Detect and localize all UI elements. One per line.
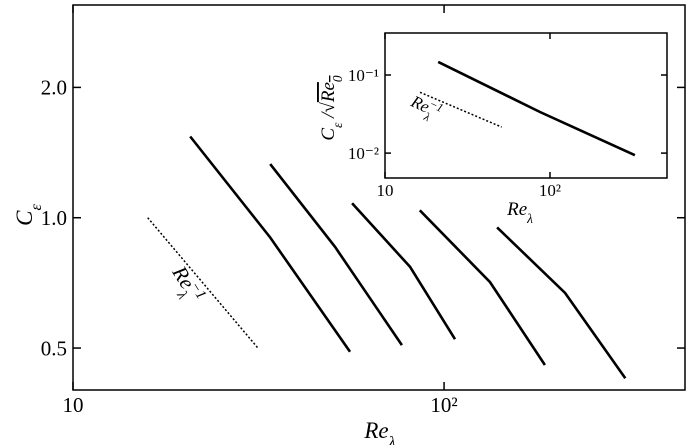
y-tick-label: 1.0 [41, 206, 67, 230]
x-axis-label-part: Re [363, 418, 388, 443]
y-axis-label-part: 0 [330, 75, 345, 82]
y-axis-label-part: ε [28, 204, 45, 211]
y-tick-label: 10⁻¹ [348, 66, 379, 85]
data-line [496, 226, 627, 379]
data-line [418, 209, 546, 366]
y-axis-label: Cε /√Re0 [318, 75, 345, 140]
y-axis-label-part: Re [318, 82, 339, 103]
data-line [147, 217, 259, 349]
x-axis-label-part: Re [506, 199, 527, 220]
x-tick-label: 10² [539, 181, 561, 200]
x-axis-label: Reλ [506, 199, 533, 226]
data-line [437, 60, 636, 157]
y-tick-label: 0.5 [41, 336, 67, 360]
x-axis-label-part: λ [388, 434, 396, 445]
data-line [351, 202, 457, 340]
annotation-part: λ [421, 109, 432, 124]
y-axis-label-part: C [12, 210, 37, 226]
y-tick-label: 2.0 [41, 76, 67, 100]
x-axis-label: Reλ [363, 418, 395, 445]
y-axis-label: Cε [12, 204, 45, 226]
annotation-part: −1 [186, 279, 209, 302]
data-line [269, 163, 403, 346]
data-line [419, 91, 502, 128]
y-axis-label-part: ε [330, 122, 345, 128]
x-tick-label: 10 [377, 181, 394, 200]
x-tick-label: 10 [63, 393, 84, 417]
annotation-part: −1 [427, 96, 446, 115]
plot-frame [384, 32, 668, 179]
data-line [189, 135, 352, 353]
y-tick-label: 10⁻² [348, 144, 379, 163]
y-axis-label-part: /√ [318, 102, 339, 123]
x-axis-label-part: λ [526, 211, 533, 226]
x-tick-label: 10² [430, 393, 457, 417]
y-axis-label-part: C [318, 128, 339, 141]
